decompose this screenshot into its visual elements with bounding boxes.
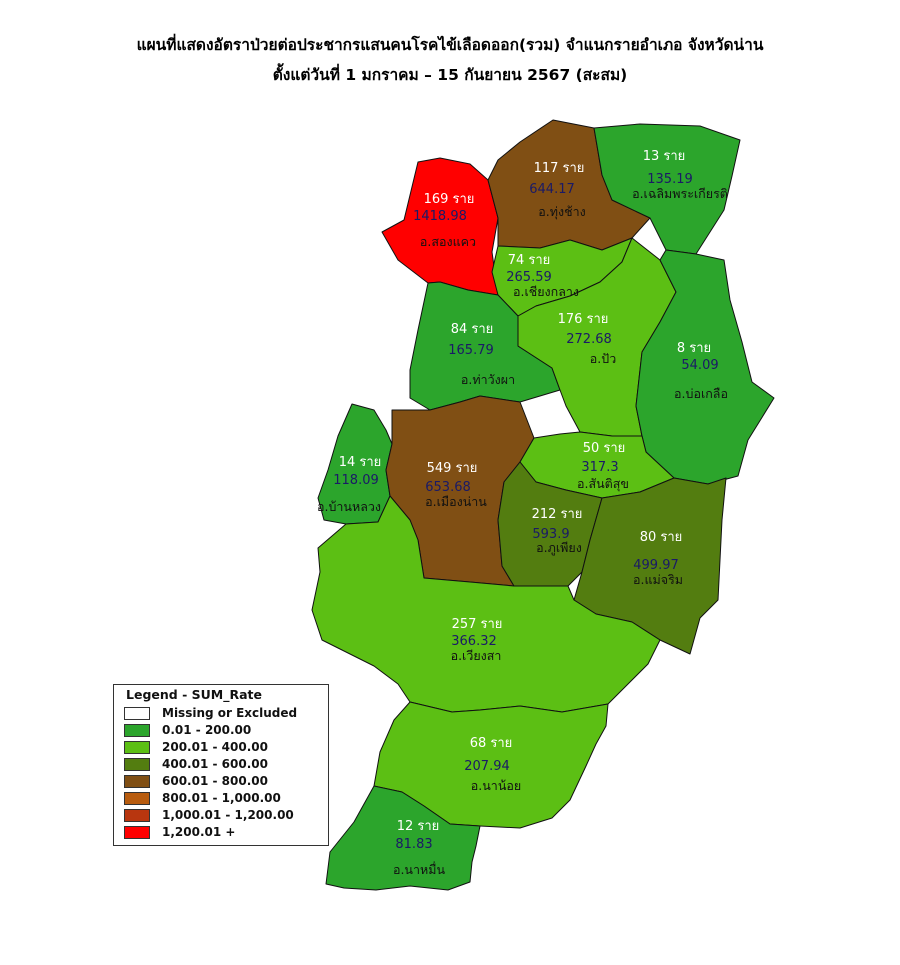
label-na-muen: 12 ราย 81.83 อ.นาหมื่น: [393, 819, 446, 877]
legend-item-1200-plus: 1,200.01 +: [124, 824, 235, 840]
legend-label: 400.01 - 600.00: [162, 757, 268, 771]
rate-label: 653.68: [425, 480, 471, 495]
legend-swatch: [124, 791, 150, 805]
map-title: แผนที่แสดงอัตราป่วยต่อประชากรแสนคนโรคไข้…: [136, 36, 764, 54]
district-name-label: อ.เวียงสา: [451, 648, 502, 663]
legend-swatch: [124, 757, 150, 771]
label-ban-luang: 14 ราย 118.09 อ.บ้านหลวง: [317, 455, 381, 514]
rate-label: 118.09: [333, 473, 379, 488]
district-name-label: อ.แม่จริม: [633, 572, 683, 587]
district-name-label: อ.ทุ่งช้าง: [538, 204, 585, 220]
legend-label: 1,000.01 - 1,200.00: [162, 808, 294, 822]
rate-label: 1418.98: [413, 209, 467, 224]
count-label: 8 ราย: [677, 341, 711, 356]
district-chaloem[interactable]: [593, 123, 741, 255]
legend-title: Legend - SUM_Rate: [126, 687, 262, 702]
rate-label: 207.94: [464, 759, 510, 774]
count-label: 12 ราย: [397, 819, 440, 834]
district-name-label: อ.ปัว: [590, 351, 616, 366]
count-label: 50 ราย: [583, 441, 626, 456]
count-label: 68 ราย: [470, 736, 513, 751]
legend-label: 800.01 - 1,000.00: [162, 791, 281, 805]
district-name-label: อ.สันติสุข: [577, 476, 629, 492]
district-name-label: อ.สองแคว: [420, 234, 476, 249]
legend-swatch: [124, 740, 150, 754]
rate-label: 165.79: [448, 343, 494, 358]
count-label: 14 ราย: [339, 455, 382, 470]
label-songkhwae: 169 ราย 1418.98 อ.สองแคว: [413, 192, 476, 249]
label-tha-wang-pha: 84 ราย 165.79 อ.ท่าวังผา: [448, 322, 515, 387]
legend-swatch: [124, 825, 150, 839]
rate-label: 644.17: [529, 182, 575, 197]
legend-label: 600.01 - 800.00: [162, 774, 268, 788]
label-mae-charim: 80 ราย 499.97 อ.แม่จริม: [633, 530, 683, 587]
rate-label: 593.9: [532, 527, 569, 542]
district-name-label: อ.เมืองน่าน: [425, 494, 487, 509]
count-label: 117 ราย: [534, 161, 585, 176]
district-tha-wang-pha[interactable]: [409, 281, 561, 411]
rate-label: 54.09: [681, 358, 718, 373]
count-label: 212 ราย: [532, 507, 583, 522]
rate-label: 272.68: [566, 332, 612, 347]
legend-label: 1,200.01 +: [162, 825, 236, 839]
rate-label: 366.32: [451, 634, 497, 649]
map-legend: Legend - SUM_Rate Missing or Excluded 0.…: [113, 684, 329, 846]
rate-label: 499.97: [633, 558, 679, 573]
legend-item-200-400: 200.01 - 400.00: [124, 739, 268, 755]
rate-label: 265.59: [506, 270, 552, 285]
legend-swatch: [124, 706, 150, 720]
district-name-label: อ.ภูเพียง: [536, 540, 582, 556]
label-phu-phiang: 212 ราย 593.9 อ.ภูเพียง: [532, 507, 583, 556]
legend-swatch: [124, 774, 150, 788]
district-name-label: อ.นาหมื่น: [393, 861, 446, 877]
label-thung-chang: 117 ราย 644.17 อ.ทุ่งช้าง: [529, 161, 585, 220]
legend-item-0-200: 0.01 - 200.00: [124, 722, 251, 738]
rate-label: 135.19: [647, 172, 693, 187]
count-label: 13 ราย: [643, 149, 686, 164]
label-na-noi: 68 ราย 207.94 อ.นาน้อย: [464, 736, 521, 793]
label-chiang-klang: 74 ราย 265.59 อ.เชียงกลาง: [506, 253, 579, 299]
count-label: 549 ราย: [427, 461, 478, 476]
legend-swatch: [124, 808, 150, 822]
legend-item-400-600: 400.01 - 600.00: [124, 756, 268, 772]
district-name-label: อ.ท่าวังผา: [461, 372, 515, 387]
legend-item-missing: Missing or Excluded: [124, 705, 297, 721]
district-name-label: อ.นาน้อย: [471, 778, 521, 793]
district-name-label: อ.เฉลิมพระเกียรติ: [632, 186, 728, 201]
district-songkhwae[interactable]: [381, 157, 499, 296]
count-label: 74 ราย: [508, 253, 551, 268]
legend-item-600-800: 600.01 - 800.00: [124, 773, 268, 789]
label-pua: 176 ราย 272.68 อ.ปัว: [558, 312, 617, 366]
count-label: 84 ราย: [451, 322, 494, 337]
map-subtitle: ตั้งแต่วันที่ 1 มกราคม – 15 กันยายน 2567…: [272, 66, 628, 84]
rate-label: 81.83: [395, 837, 432, 852]
label-chaloem: 13 ราย 135.19 อ.เฉลิมพระเกียรติ: [632, 149, 728, 201]
count-label: 80 ราย: [640, 530, 683, 545]
district-name-label: อ.บ้านหลวง: [317, 499, 381, 514]
legend-item-800-1000: 800.01 - 1,000.00: [124, 790, 281, 806]
label-wiang-sa: 257 ราย 366.32 อ.เวียงสา: [451, 617, 503, 663]
label-mueang-nan: 549 ราย 653.68 อ.เมืองน่าน: [425, 461, 487, 509]
count-label: 176 ราย: [558, 312, 609, 327]
legend-label: Missing or Excluded: [162, 706, 298, 720]
district-name-label: อ.บ่อเกลือ: [674, 386, 728, 401]
legend-swatch: [124, 723, 150, 737]
rate-label: 317.3: [581, 460, 618, 475]
label-santi-suk: 50 ราย 317.3 อ.สันติสุข: [577, 441, 629, 492]
legend-item-1000-1200: 1,000.01 - 1,200.00: [124, 807, 294, 823]
count-label: 257 ราย: [452, 617, 503, 632]
district-mae-charim[interactable]: [573, 477, 727, 655]
count-label: 169 ราย: [424, 192, 475, 207]
legend-label: 200.01 - 400.00: [162, 740, 268, 754]
label-bo-kluea: 8 ราย 54.09 อ.บ่อเกลือ: [674, 341, 728, 401]
district-name-label: อ.เชียงกลาง: [513, 284, 579, 299]
legend-label: 0.01 - 200.00: [162, 723, 252, 737]
district-na-muen[interactable]: [325, 785, 481, 891]
